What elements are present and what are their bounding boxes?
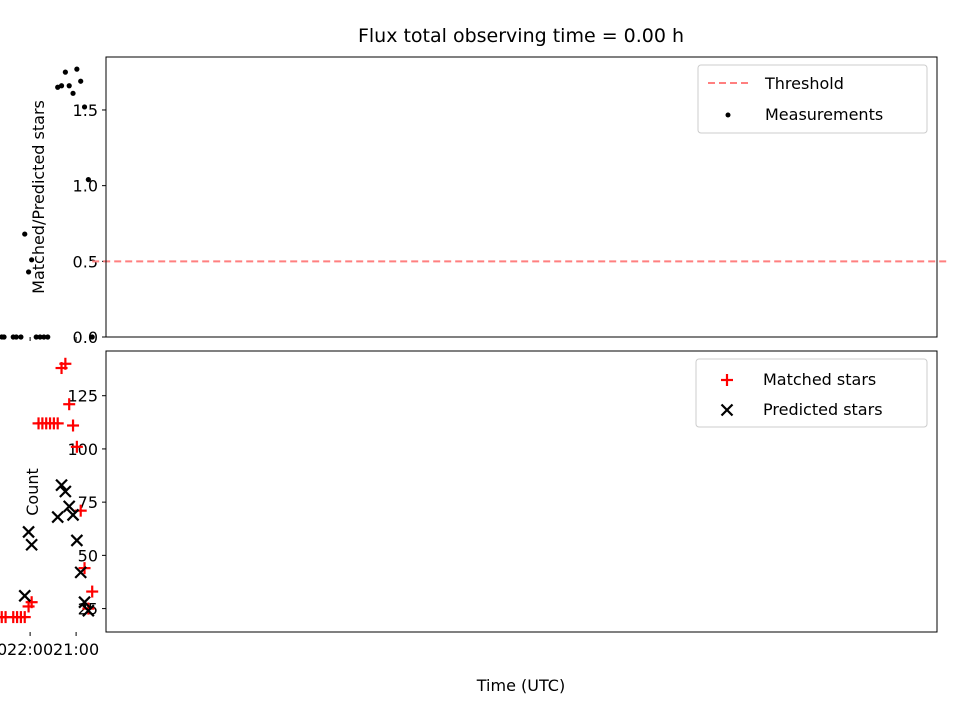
matched-star-point	[63, 398, 76, 411]
predicted-star-point	[78, 595, 91, 609]
matched-legend-marker	[721, 374, 733, 386]
x-tick-label: 22:00	[7, 640, 53, 659]
measurement-point	[25, 269, 32, 275]
bottom-y-tick-label: 125	[67, 387, 98, 406]
top-legend: Threshold Measurements	[697, 64, 928, 134]
measurement-point	[89, 334, 95, 340]
x-marker-b	[22, 525, 35, 539]
x-marker-b	[66, 508, 80, 522]
predicted-star-point	[74, 566, 87, 579]
predicted-star-point	[70, 534, 84, 547]
measurement-point	[74, 66, 80, 72]
x-marker-b	[74, 566, 87, 579]
matched-star-point	[0, 615, 4, 619]
bottom-y-tick-label: 50	[78, 546, 98, 565]
top-y-tick-label: 0.0	[73, 328, 98, 347]
measurement-point	[10, 334, 16, 340]
measurements-legend-swatch	[725, 112, 731, 118]
predicted-star-point	[55, 478, 68, 492]
top-y-tick-label: 0.5	[73, 252, 98, 271]
x-marker-b	[78, 595, 91, 609]
bottom-legend-box	[695, 358, 928, 428]
predicted-star-point	[18, 589, 32, 603]
predicted-legend-swatch	[720, 403, 734, 417]
predicted-star-point	[22, 525, 35, 539]
top-y-tick-label: 1.0	[73, 177, 98, 196]
top-legend-box	[697, 64, 928, 134]
matched-star-point	[55, 362, 68, 375]
x-marker-b	[18, 589, 32, 603]
matched-star-point	[86, 585, 99, 598]
bottom-y-tick-label: 75	[78, 493, 98, 512]
measurement-point	[18, 334, 24, 340]
predicted-star-point	[25, 538, 38, 551]
x-marker-b	[82, 604, 95, 617]
matched-legend-swatch	[721, 374, 733, 386]
top-y-axis-label: Matched/Predicted stars	[29, 100, 48, 294]
predicted-star-point	[59, 485, 72, 498]
measurement-point	[37, 334, 43, 340]
measurement-point	[66, 83, 72, 89]
measurement-point	[41, 334, 47, 340]
legend-measurements-label: Measurements	[765, 105, 883, 124]
x-tick-label: 21:00	[53, 640, 99, 659]
matched-star-point	[67, 419, 80, 432]
predicted-star-point	[62, 500, 76, 513]
measurement-point	[0, 334, 5, 340]
measurement-point	[55, 84, 61, 90]
matched-star-point	[32, 417, 45, 430]
x-marker-b	[55, 478, 68, 492]
bottom-y-axis-label: Count	[23, 468, 42, 516]
predicted-legend-marker	[720, 403, 734, 417]
x-marker-b	[720, 403, 734, 417]
predicted-star-point	[51, 510, 64, 524]
top-panel-frame	[105, 56, 938, 338]
predicted-star-point	[66, 508, 80, 522]
bottom-panel-frame	[105, 350, 938, 633]
measurement-point	[81, 104, 88, 110]
top-panel-ticks: 0.0 0.5 1.0 1.5	[29, 101, 106, 347]
legend-predicted-label: Predicted stars	[763, 400, 883, 419]
x-marker-b	[25, 538, 38, 551]
measurement-point	[0, 335, 1, 339]
measurement-point	[85, 176, 91, 183]
chart-title: Flux total observing time = 0.00 h	[358, 25, 684, 47]
bottom-panel-plot-area	[0, 357, 99, 624]
legend-threshold-label: Threshold	[764, 74, 844, 93]
measurement-point	[70, 90, 76, 96]
matched-star-point	[22, 600, 35, 613]
x-marker-b	[62, 500, 76, 513]
measurement-point	[78, 78, 84, 84]
x-axis-label: Time (UTC)	[476, 676, 565, 695]
measurement-point	[22, 231, 28, 237]
legend-matched-label: Matched stars	[763, 370, 876, 389]
measurement-point	[29, 257, 35, 263]
measurement-point	[62, 69, 68, 75]
top-y-tick-label: 1.5	[73, 101, 98, 120]
matched-star-point	[70, 440, 83, 453]
x-marker-b	[70, 534, 84, 547]
bottom-y-tick-label: 100	[67, 440, 98, 459]
x-marker-b	[51, 510, 64, 524]
measurement-point	[33, 334, 39, 340]
top-panel-plot-area	[0, 66, 947, 340]
x-marker-b	[59, 485, 72, 498]
predicted-star-point	[82, 604, 95, 617]
measurement-point	[45, 334, 51, 340]
bottom-legend: Matched stars Predicted stars	[695, 358, 928, 428]
x-tick-label: 23:00	[0, 640, 7, 659]
